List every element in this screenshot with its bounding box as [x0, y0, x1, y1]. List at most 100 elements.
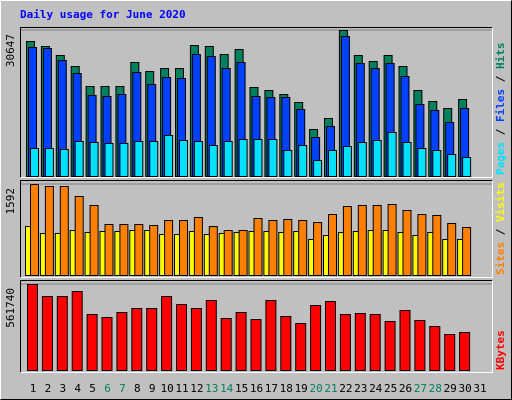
x-tick-label: 1 — [30, 382, 37, 395]
bar — [268, 220, 278, 276]
bar — [238, 230, 248, 277]
x-tick-label: 14 — [220, 382, 234, 395]
bar — [414, 319, 426, 371]
bar — [283, 150, 293, 178]
bar — [268, 139, 278, 177]
bar — [89, 204, 99, 276]
panel-edge — [20, 180, 493, 278]
bar — [328, 214, 337, 276]
panel-edge — [20, 180, 493, 278]
bar — [149, 224, 159, 277]
legend: KBytes — [494, 330, 507, 370]
bar — [89, 141, 99, 177]
bar — [298, 220, 308, 276]
x-tick-label: 30 — [458, 382, 471, 395]
bar — [193, 216, 203, 276]
bar — [402, 141, 412, 177]
bar — [384, 320, 396, 372]
bar — [134, 140, 144, 178]
x-tick-label: 22 — [339, 382, 352, 395]
x-tick-label: 2 — [45, 382, 52, 395]
x-tick-label: 27 — [414, 382, 427, 395]
x-tick-label: 4 — [74, 382, 81, 395]
bar — [250, 318, 262, 371]
x-tick-label: 5 — [89, 382, 96, 395]
bar — [44, 186, 54, 276]
bar — [369, 313, 381, 372]
bar — [387, 204, 397, 277]
x-tick-label: 7 — [119, 382, 126, 395]
bar — [447, 154, 457, 178]
bar — [30, 148, 39, 177]
bar — [298, 145, 308, 178]
bar — [179, 140, 188, 177]
x-tick-label: 21 — [324, 382, 337, 395]
bar — [432, 214, 442, 276]
bar — [71, 290, 83, 372]
bar — [372, 140, 382, 177]
bar — [223, 230, 233, 277]
x-tick-label: 13 — [205, 382, 218, 395]
bar — [74, 140, 84, 178]
x-tick-label: 16 — [250, 382, 263, 395]
bar — [59, 186, 69, 276]
bar — [313, 222, 323, 276]
x-tick-label: 20 — [309, 382, 322, 395]
bar — [208, 226, 218, 276]
x-tick-label: 8 — [134, 382, 141, 395]
bar — [357, 204, 367, 276]
x-tick-label: 9 — [149, 382, 156, 395]
legend: Sites / Visits — [494, 182, 507, 275]
x-tick-label: 29 — [444, 382, 457, 395]
x-tick-label: 6 — [104, 382, 111, 395]
x-tick-label: 25 — [384, 382, 397, 395]
y-tick-label: 1592 — [4, 188, 17, 215]
bar — [328, 150, 337, 178]
bar — [104, 143, 114, 177]
bar — [429, 325, 441, 371]
bar — [235, 311, 247, 371]
bar — [205, 299, 217, 371]
bar — [190, 307, 202, 372]
bar — [134, 224, 144, 276]
bar — [104, 224, 114, 276]
legend-entry: Pages — [494, 142, 507, 175]
x-tick-label: 31 — [473, 382, 486, 395]
bar — [280, 315, 292, 371]
legend-entry: Hits — [494, 43, 507, 70]
bar — [372, 204, 382, 276]
y-tick-label: 561740 — [4, 288, 17, 328]
bar — [86, 313, 98, 372]
bar — [193, 140, 203, 178]
bar — [283, 218, 293, 276]
x-tick-label: 19 — [295, 382, 308, 395]
bar — [223, 140, 233, 178]
bar — [313, 160, 323, 178]
x-tick-label: 3 — [59, 382, 66, 395]
bar — [27, 284, 38, 371]
x-tick-label: 28 — [429, 382, 442, 395]
x-tick-label: 10 — [160, 382, 173, 395]
bar — [462, 157, 472, 177]
bar — [164, 135, 174, 177]
legend-entry: Visits — [494, 182, 507, 222]
bar — [220, 317, 232, 372]
bar — [432, 150, 442, 178]
bar — [119, 143, 129, 177]
bar — [387, 132, 397, 178]
bar — [462, 226, 472, 276]
bar — [417, 214, 427, 276]
x-tick-label: 18 — [280, 382, 293, 395]
bar — [164, 220, 174, 276]
x-tick-label: 17 — [265, 382, 278, 395]
bar — [447, 222, 457, 277]
bar — [253, 218, 263, 277]
bar — [310, 304, 322, 371]
bar — [149, 140, 159, 178]
bar — [339, 313, 351, 372]
bar — [30, 184, 39, 276]
bar — [295, 322, 307, 371]
legend-separator: / — [494, 122, 507, 142]
